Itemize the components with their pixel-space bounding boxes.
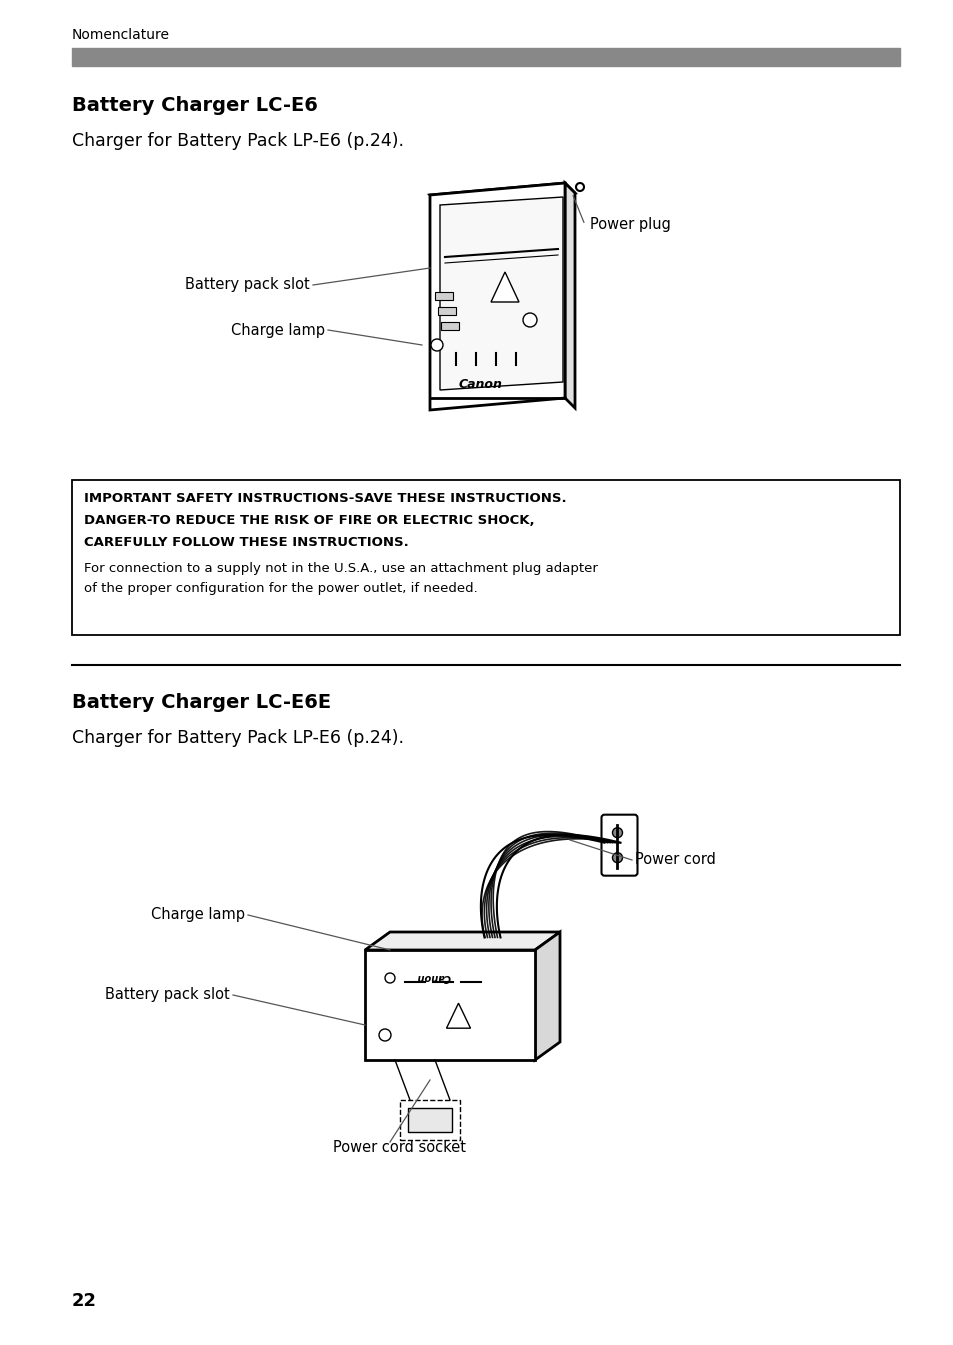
Text: Nomenclature: Nomenclature bbox=[71, 28, 170, 42]
Bar bbox=[71, 48, 899, 66]
Text: of the proper configuration for the power outlet, if needed.: of the proper configuration for the powe… bbox=[84, 582, 477, 594]
Text: Charger for Battery Pack LP-E6 (p.24).: Charger for Battery Pack LP-E6 (p.24). bbox=[71, 132, 403, 151]
Text: Power plug: Power plug bbox=[589, 218, 670, 233]
Circle shape bbox=[385, 972, 395, 983]
Polygon shape bbox=[535, 932, 559, 1060]
Circle shape bbox=[612, 853, 622, 862]
Text: Charger for Battery Pack LP-E6 (p.24).: Charger for Battery Pack LP-E6 (p.24). bbox=[71, 729, 403, 746]
Polygon shape bbox=[446, 1003, 470, 1028]
Bar bbox=[437, 307, 456, 315]
Circle shape bbox=[522, 313, 537, 327]
Text: Power cord socket: Power cord socket bbox=[334, 1141, 466, 1155]
Circle shape bbox=[378, 1029, 391, 1041]
Text: CAREFULLY FOLLOW THESE INSTRUCTIONS.: CAREFULLY FOLLOW THESE INSTRUCTIONS. bbox=[84, 537, 408, 549]
Text: 22: 22 bbox=[71, 1293, 97, 1310]
Bar bbox=[399, 1100, 459, 1141]
Polygon shape bbox=[491, 272, 518, 303]
Polygon shape bbox=[430, 183, 564, 410]
Text: Canon: Canon bbox=[416, 972, 450, 982]
Text: Charge lamp: Charge lamp bbox=[151, 908, 245, 923]
Text: DANGER-TO REDUCE THE RISK OF FIRE OR ELECTRIC SHOCK,: DANGER-TO REDUCE THE RISK OF FIRE OR ELE… bbox=[84, 514, 534, 527]
Text: Battery pack slot: Battery pack slot bbox=[105, 987, 230, 1002]
Text: IMPORTANT SAFETY INSTRUCTIONS-SAVE THESE INSTRUCTIONS.: IMPORTANT SAFETY INSTRUCTIONS-SAVE THESE… bbox=[84, 492, 566, 504]
Circle shape bbox=[576, 183, 583, 191]
Bar bbox=[435, 292, 453, 300]
Text: For connection to a supply not in the U.S.A., use an attachment plug adapter: For connection to a supply not in the U.… bbox=[84, 562, 598, 576]
Text: Power cord: Power cord bbox=[635, 853, 715, 868]
FancyBboxPatch shape bbox=[601, 815, 637, 876]
Circle shape bbox=[612, 827, 622, 838]
Circle shape bbox=[431, 339, 442, 351]
Polygon shape bbox=[439, 196, 562, 390]
Polygon shape bbox=[564, 183, 575, 408]
Polygon shape bbox=[365, 932, 559, 950]
Text: Charge lamp: Charge lamp bbox=[231, 323, 325, 338]
Bar bbox=[408, 1108, 452, 1132]
Text: Battery Charger LC-E6: Battery Charger LC-E6 bbox=[71, 95, 317, 116]
Text: Battery Charger LC-E6E: Battery Charger LC-E6E bbox=[71, 693, 331, 712]
Polygon shape bbox=[430, 183, 575, 204]
Text: Canon: Canon bbox=[457, 378, 501, 391]
Bar bbox=[440, 321, 458, 330]
Bar bbox=[71, 480, 899, 635]
Polygon shape bbox=[365, 950, 535, 1060]
Text: Battery pack slot: Battery pack slot bbox=[185, 277, 310, 292]
